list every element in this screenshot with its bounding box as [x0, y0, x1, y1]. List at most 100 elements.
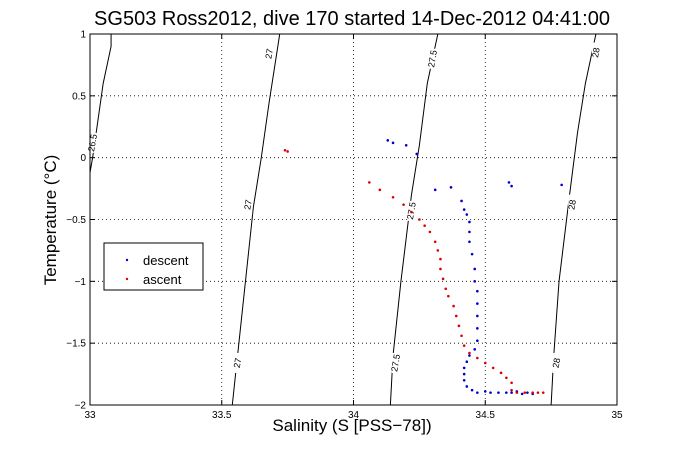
descent-point [476, 289, 479, 293]
ascent-point [436, 249, 440, 252]
ascent-point [418, 218, 421, 221]
ascent-point [499, 371, 503, 375]
descent-point [404, 144, 408, 147]
ascent-point [536, 391, 540, 394]
y-tick-label: −2 [75, 401, 87, 412]
x-tick-label: 33.5 [212, 410, 232, 421]
data-point-layer [283, 139, 563, 396]
ascent-point [462, 344, 466, 347]
descent-point [449, 186, 453, 189]
contour-label: 27.5 [426, 49, 439, 68]
descent-point [465, 385, 469, 388]
ascent-point [510, 381, 513, 385]
y-tick-label: −1 [75, 277, 87, 288]
contour-label-background [568, 194, 577, 215]
contour-label-background [88, 132, 97, 153]
y-tick-label: 1 [80, 30, 86, 41]
ascent-point [460, 334, 463, 338]
descent-point [468, 230, 471, 234]
ascent-point [441, 277, 445, 281]
descent-point [507, 181, 511, 184]
descent-point [526, 391, 529, 394]
density-contour-line [231, 33, 281, 406]
descent-point [468, 220, 471, 224]
descent-point [510, 391, 513, 394]
descent-point [462, 378, 466, 382]
legend-box [103, 242, 204, 291]
contour-label: 27 [242, 199, 254, 211]
density-contour-line [550, 33, 597, 406]
density-contour-line [89, 34, 112, 173]
descent-point [473, 267, 477, 271]
descent-point [462, 372, 466, 376]
descent-point [470, 388, 474, 392]
contour-label-background [552, 352, 561, 373]
y-tick-label: −0.5 [66, 215, 86, 226]
ascent-point [433, 240, 437, 244]
descent-point [476, 391, 479, 394]
ascent-point [515, 391, 519, 394]
contour-label-background [244, 194, 253, 215]
contour-label: 26.5 [86, 133, 99, 152]
x-axis-title: Salinity (S [PSS−78]) [272, 416, 431, 435]
descent-point [462, 366, 466, 370]
ascent-point [510, 388, 513, 392]
ascent-point [457, 324, 461, 328]
ascent-point [444, 287, 448, 291]
descent-point [415, 152, 419, 156]
descent-point [391, 141, 395, 145]
legend-marker-descent [125, 258, 129, 262]
ascent-point [476, 356, 479, 360]
descent-point [476, 302, 479, 305]
y-tick-label: 0.5 [72, 91, 86, 102]
ascent-point [491, 366, 495, 370]
ascent-point [505, 376, 508, 380]
contour-label-background [233, 352, 242, 373]
contour-label: 27 [232, 357, 244, 369]
ascent-point [423, 224, 426, 227]
ascent-point [447, 294, 450, 298]
ascent-point [541, 391, 545, 394]
contour-label-background [428, 48, 437, 69]
descent-point [560, 183, 563, 187]
ascent-point [439, 257, 442, 261]
descent-point [483, 390, 487, 393]
descent-point [470, 252, 474, 256]
contour-label: 28 [590, 47, 602, 59]
descent-point [476, 327, 479, 330]
contour-label: 27 [263, 48, 275, 60]
descent-point [489, 391, 492, 394]
contour-label: 28 [551, 357, 563, 369]
ascent-point [454, 314, 458, 318]
descent-point [510, 184, 513, 188]
y-tick-label: −1.5 [66, 339, 86, 350]
x-tick-label: 34 [348, 410, 360, 421]
legend: descent ascent [103, 242, 204, 291]
contour-label-background [591, 42, 600, 63]
ascent-point [391, 195, 395, 199]
descent-point [460, 199, 463, 203]
contour-label-background [391, 352, 400, 373]
descent-point [468, 240, 471, 244]
legend-marker-ascent [125, 277, 129, 281]
descent-point [505, 391, 508, 394]
descent-point [476, 339, 479, 342]
ascent-point [439, 267, 442, 271]
ascent-point [468, 351, 471, 355]
descent-point [473, 280, 477, 283]
descent-point [468, 354, 471, 357]
descent-point [476, 314, 479, 318]
ascent-point [428, 230, 432, 234]
ascent-point [286, 150, 289, 153]
descent-point [386, 139, 390, 142]
y-tick-label: 0 [80, 153, 86, 164]
ascent-point [523, 391, 527, 394]
ascent-point [283, 148, 287, 152]
contour-label: 28 [566, 199, 578, 211]
ascent-point [368, 181, 371, 184]
ascent-point [531, 391, 534, 394]
descent-point [465, 213, 469, 216]
grid-layer [90, 34, 617, 405]
legend-label-descent: descent [143, 253, 189, 268]
